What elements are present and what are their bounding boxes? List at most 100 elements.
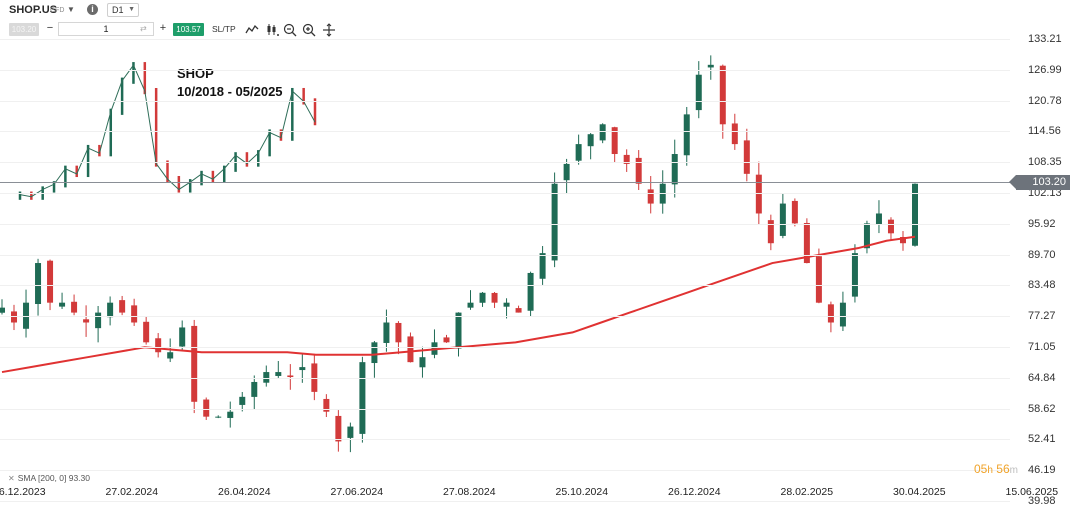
- timeframe-select[interactable]: D1 ▼: [107, 3, 139, 17]
- grid-line: [0, 223, 1010, 225]
- quantity-input[interactable]: 1: [58, 22, 154, 36]
- grid-line: [0, 100, 1010, 102]
- date-axis-label: 30.04.2025: [893, 486, 946, 498]
- crosshair-icon[interactable]: [321, 22, 337, 37]
- date-axis-label: 26.12.2023: [0, 486, 46, 498]
- candle-body: [71, 301, 78, 313]
- candle-body: [803, 222, 810, 264]
- inset-price-line: [19, 64, 316, 198]
- price-axis-label: 108.35: [1028, 156, 1062, 169]
- info-icon[interactable]: i: [87, 4, 98, 15]
- countdown-minutes: 56: [996, 462, 1010, 476]
- date-axis-label: 26.12.2024: [668, 486, 721, 498]
- candle-body: [215, 416, 222, 418]
- candle-body: [779, 203, 786, 236]
- price-axis-label: 120.78: [1028, 94, 1062, 107]
- price-axis-label: 46.19: [1028, 464, 1056, 477]
- line-chart-icon[interactable]: [244, 22, 260, 37]
- grid-line: [0, 39, 1010, 40]
- date-axis-label: 15.06.2025: [1005, 486, 1059, 498]
- buy-button[interactable]: 103.57: [173, 23, 204, 36]
- sell-button[interactable]: 103.20: [9, 23, 39, 36]
- candle-body: [791, 200, 798, 224]
- price-axis-label: 126.99: [1028, 63, 1062, 76]
- grid-line: [0, 69, 1010, 71]
- candle-body: [335, 415, 342, 442]
- chart-toolbar: SHOP.US CFD ▼ i D1 ▼: [0, 0, 1073, 20]
- grid-line: [0, 162, 1010, 164]
- date-axis-label: 26.04.2024: [218, 486, 271, 498]
- sma-legend-text: SMA [200, 0] 93.30: [17, 473, 91, 483]
- candle-body: [635, 157, 642, 184]
- current-price-line: [0, 182, 1016, 183]
- candle-countdown: 05h 56m: [974, 462, 1018, 476]
- candle-body: [47, 260, 54, 303]
- sma-legend[interactable]: ✕ SMA [200, 0] 93.30: [8, 473, 90, 483]
- symbol-name[interactable]: SHOP.US: [9, 4, 58, 16]
- price-axis-label: 71.05: [1028, 341, 1056, 353]
- candle-body: [35, 263, 42, 305]
- quantity-decrease-button[interactable]: −: [46, 22, 54, 34]
- zoom-in-icon[interactable]: [301, 22, 317, 37]
- candle-body: [743, 140, 750, 174]
- date-axis-label: 25.10.2024: [555, 486, 609, 498]
- inset-subtitle: 10/2018 - 05/2025: [177, 84, 283, 99]
- candle-body: [455, 312, 462, 349]
- candle-body: [515, 308, 522, 313]
- candle-body: [815, 256, 822, 303]
- price-axis-label: 64.84: [1028, 371, 1056, 384]
- countdown-hours-unit: h: [987, 465, 993, 476]
- candle-body: [899, 237, 906, 244]
- candle-body: [755, 174, 762, 214]
- candle-body: [371, 342, 378, 364]
- candle-body: [167, 352, 174, 359]
- candle-body: [647, 189, 654, 204]
- quantity-increase-button[interactable]: +: [159, 22, 167, 34]
- candle-body: [839, 302, 846, 327]
- date-axis-label: 27.08.2024: [443, 486, 496, 498]
- countdown-minutes-unit: m: [1009, 465, 1018, 476]
- grid-line: [0, 131, 1010, 133]
- date-axis-label: 27.06.2024: [330, 486, 384, 498]
- candle-body: [347, 426, 354, 438]
- candle-body: [191, 325, 198, 402]
- candle-body: [827, 304, 834, 323]
- candle-body: [503, 302, 510, 307]
- candle-body: [671, 154, 678, 185]
- candle-body: [311, 363, 318, 392]
- grid-line: [0, 347, 1010, 348]
- candle-body: [491, 292, 498, 303]
- candle-body: [767, 220, 774, 244]
- swap-icon: ⇄: [140, 24, 147, 33]
- price-axis-label: 52.41: [1028, 433, 1056, 446]
- candle-body: [707, 64, 714, 68]
- close-icon[interactable]: ✕: [8, 474, 15, 483]
- candle-body: [23, 302, 30, 329]
- candle-body: [851, 253, 858, 297]
- candle-body: [251, 381, 258, 397]
- grid-line: [0, 285, 1010, 287]
- candle-body: [887, 219, 894, 234]
- price-axis-label: 114.56: [1028, 125, 1061, 138]
- candle-body: [563, 163, 570, 181]
- candle-body: [263, 372, 270, 383]
- candle-body: [131, 305, 138, 323]
- candle-body: [419, 357, 426, 368]
- price-axis-label: 102.13: [1028, 187, 1062, 199]
- price-axis-label: 77.27: [1028, 310, 1056, 323]
- zoom-out-icon[interactable]: [282, 22, 298, 37]
- candle-body: [443, 337, 450, 343]
- symbol-dropdown-icon[interactable]: ▼: [67, 5, 75, 14]
- candle-body: [155, 338, 162, 353]
- candles-icon[interactable]: [265, 22, 281, 37]
- candle-body: [59, 302, 66, 307]
- grid-line: [0, 193, 1010, 194]
- candle-body: [323, 398, 330, 412]
- candle-body: [83, 319, 90, 323]
- candle-body: [527, 272, 534, 311]
- grid-line: [0, 470, 1010, 472]
- candle-body: [95, 312, 102, 329]
- sltp-button[interactable]: SL/TP: [212, 24, 236, 34]
